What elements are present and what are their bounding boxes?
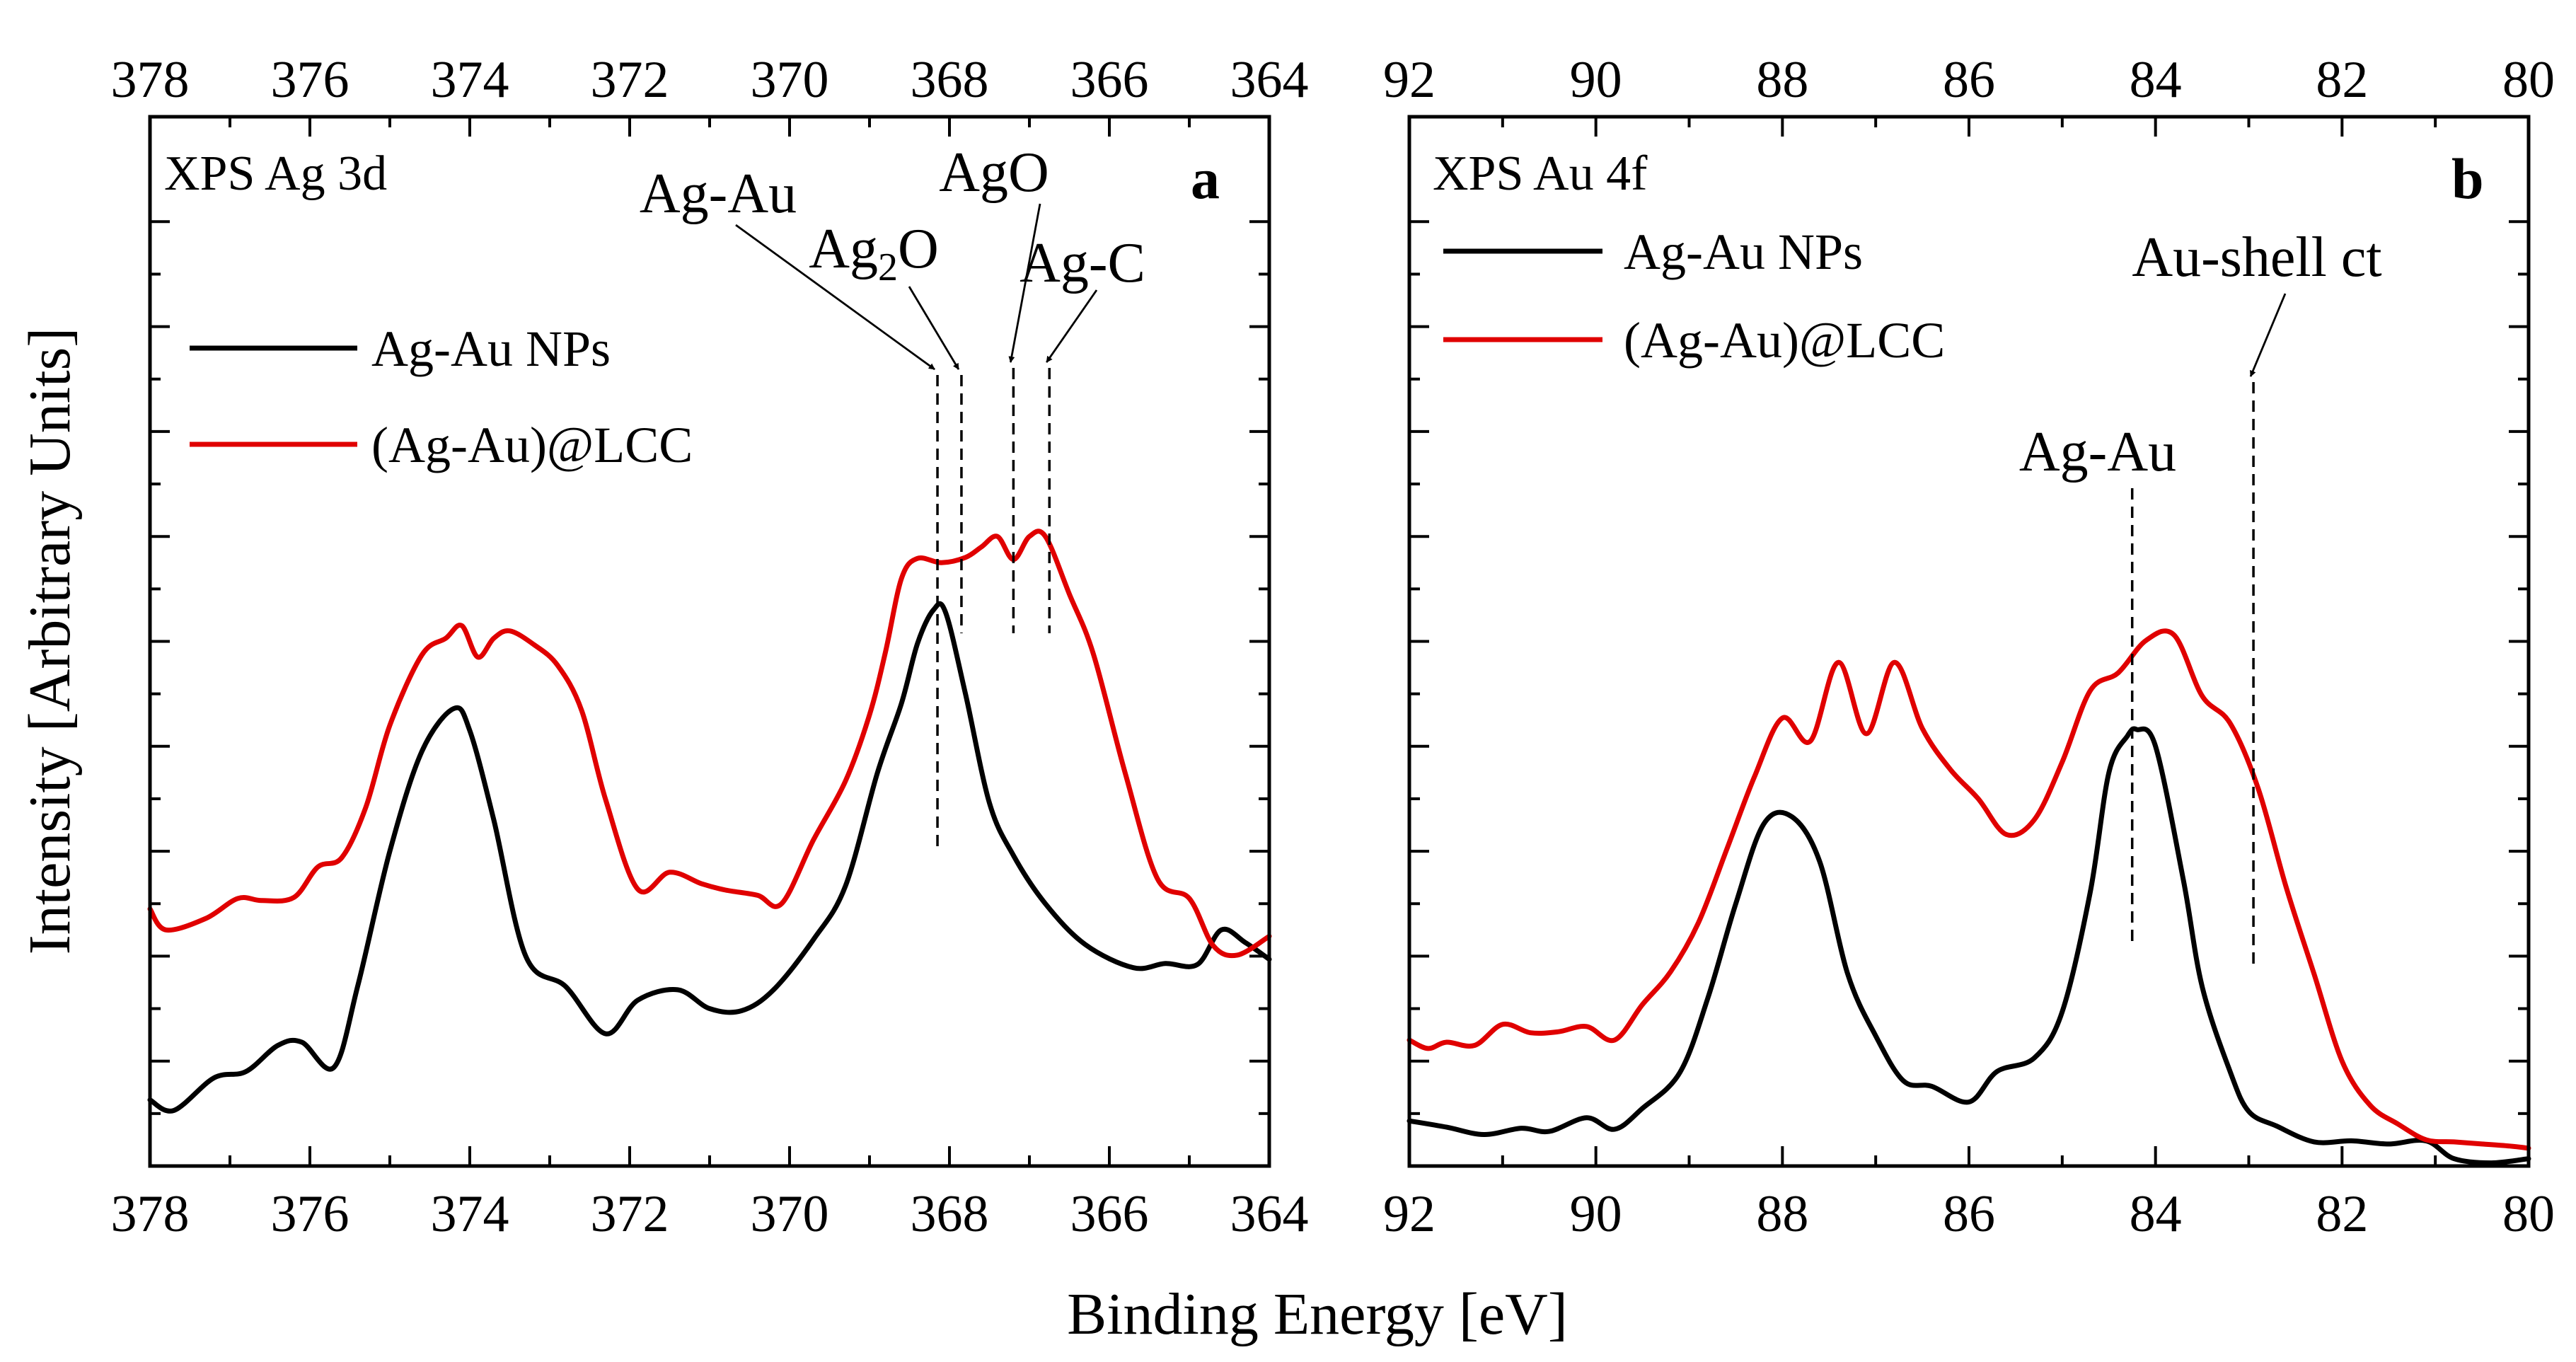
panel-b-legend-label-black: Ag-Au NPs bbox=[1624, 224, 1863, 280]
a-xtick-label-top-2: 374 bbox=[431, 51, 509, 109]
b-series-ag-au-nps bbox=[1407, 726, 2531, 1166]
b-xtick-label-bottom-1: 90 bbox=[1570, 1185, 1622, 1243]
b-xtick-label-bottom-5: 82 bbox=[2316, 1185, 2368, 1243]
a-xtick-label-top-0: 378 bbox=[111, 51, 190, 109]
x-axis-title: Binding Energy [eV] bbox=[1067, 1281, 1568, 1347]
b-xtick-label-bottom-3: 86 bbox=[1943, 1185, 1995, 1243]
a-annot-arrow-3 bbox=[1046, 289, 1098, 363]
panel-b-au4f: 92 92 90 90 88 88 86 86 84 84 82 82 80 80 Ag-Au Au-she… bbox=[1383, 51, 2555, 1243]
b-xtick-label-bottom-4: 84 bbox=[2130, 1185, 2182, 1243]
panel-b-title: XPS Au 4f bbox=[1433, 146, 1648, 201]
b-xtick-label-top-4: 84 bbox=[2130, 51, 2182, 109]
panel-a-legend-label-red: (Ag-Au)@LCC bbox=[371, 417, 693, 473]
b-xtick-label-top-2: 88 bbox=[1756, 51, 1808, 109]
b-xtick-label-top-0: 92 bbox=[1383, 51, 1436, 109]
panel-b-legend-label-red: (Ag-Au)@LCC bbox=[1624, 312, 1945, 369]
panel-b-legend: Ag-Au NPs (Ag-Au)@LCC bbox=[1443, 224, 1945, 369]
panel-b-letter: b bbox=[2451, 146, 2484, 211]
panel-a-legend-label-black: Ag-Au NPs bbox=[371, 321, 611, 377]
a-xtick-label-bottom-7: 364 bbox=[1230, 1185, 1309, 1243]
panel-a-legend: Ag-Au NPs (Ag-Au)@LCC bbox=[190, 321, 693, 473]
panel-b-series bbox=[1407, 628, 2531, 1166]
a-xtick-label-bottom-0: 378 bbox=[111, 1185, 190, 1243]
a-annot-arrow-1 bbox=[908, 286, 960, 370]
panel-a-ticks: 378 378 376 376 374 374 372 372 370 370 368 368 366 3… bbox=[111, 51, 1309, 1243]
b-xtick-label-top-3: 86 bbox=[1943, 51, 1995, 109]
panel-a-letter: a bbox=[1191, 146, 1220, 211]
a-annot-label-0: Ag-Au bbox=[640, 163, 797, 225]
a-xtick-label-bottom-6: 366 bbox=[1070, 1185, 1149, 1243]
panel-a-frame bbox=[148, 115, 1271, 1168]
b-xtick-label-top-5: 82 bbox=[2316, 51, 2368, 109]
panel-b-frame bbox=[1407, 115, 2531, 1168]
b-xtick-label-bottom-0: 92 bbox=[1383, 1185, 1436, 1243]
a-xtick-label-bottom-1: 376 bbox=[271, 1185, 350, 1243]
a-xtick-label-bottom-4: 370 bbox=[751, 1185, 829, 1243]
y-axis-title: Intensity [Arbitrary Units] bbox=[17, 328, 83, 954]
a-xtick-label-top-6: 366 bbox=[1070, 51, 1149, 109]
a-xtick-label-bottom-5: 368 bbox=[911, 1185, 989, 1243]
a-xtick-label-top-3: 372 bbox=[591, 51, 669, 109]
a-annot-arrow-0 bbox=[735, 224, 935, 371]
panel-b-annotations: Ag-Au Au-shell ct bbox=[2019, 226, 2382, 969]
panel-a-series bbox=[147, 529, 1272, 1114]
b-xtick-label-bottom-6: 80 bbox=[2502, 1185, 2555, 1243]
a-xtick-label-top-1: 376 bbox=[271, 51, 350, 109]
a-series-ag-au-lcc bbox=[147, 529, 1272, 959]
a-xtick-label-top-7: 364 bbox=[1230, 51, 1309, 109]
b-xtick-label-bottom-2: 88 bbox=[1756, 1185, 1808, 1243]
a-annot-arrow-2 bbox=[1008, 203, 1041, 363]
b-annot-arrow-1 bbox=[2249, 293, 2287, 377]
b-annot-label-1: Au-shell ct bbox=[2132, 226, 2381, 289]
a-xtick-label-bottom-3: 372 bbox=[591, 1185, 669, 1243]
b-annot-label-0: Ag-Au bbox=[2019, 421, 2176, 483]
panel-a-title: XPS Ag 3d bbox=[164, 146, 387, 201]
a-annot-label-1: Ag2O bbox=[809, 218, 939, 289]
b-xtick-label-top-6: 80 bbox=[2502, 51, 2555, 109]
a-xtick-label-top-4: 370 bbox=[751, 51, 829, 109]
a-annot-label-3: Ag-C bbox=[1020, 232, 1145, 294]
a-annot-label-2: AgO bbox=[939, 142, 1049, 204]
panel-a-ag3d: 378 378 376 376 374 374 372 372 370 370 368 368 366 3… bbox=[111, 51, 1309, 1243]
b-series-ag-au-lcc bbox=[1407, 628, 2531, 1151]
a-series-ag-au-nps bbox=[147, 601, 1272, 1114]
b-xtick-label-top-1: 90 bbox=[1570, 51, 1622, 109]
a-xtick-label-top-5: 368 bbox=[911, 51, 989, 109]
a-xtick-label-bottom-2: 374 bbox=[431, 1185, 509, 1243]
